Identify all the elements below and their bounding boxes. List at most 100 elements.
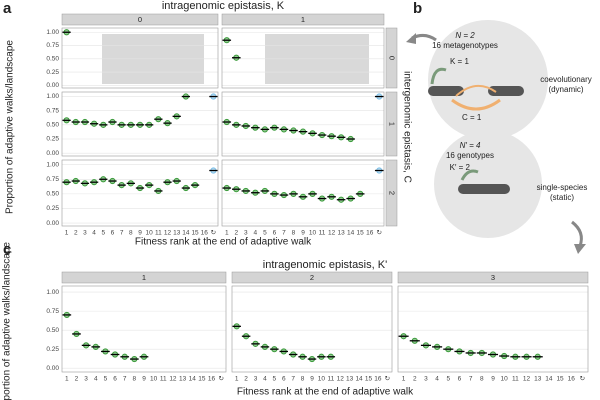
x-tick-label: 3 [83, 230, 87, 237]
y-tick-label: 1.00 [46, 289, 59, 296]
facet-frame [221, 91, 385, 157]
y-tick-label: 0.75 [46, 308, 59, 315]
y-tick-label: 0.25 [46, 346, 59, 353]
strip-label: 1 [301, 15, 305, 24]
x-tick-label: 8 [133, 376, 137, 383]
x-tick-label: 9 [138, 230, 142, 237]
x-tick-label: 8 [292, 230, 296, 237]
arrow [571, 220, 583, 247]
strip-label: 2 [310, 273, 314, 282]
arrow-head [574, 244, 586, 254]
x-tick-label: 4 [254, 230, 258, 237]
facet-frame [61, 159, 219, 227]
x-tick-label: ↻ [385, 376, 390, 383]
x-tick-label: 14 [347, 230, 355, 237]
x-tick-label: 13 [338, 230, 346, 237]
x-tick-label: 12 [337, 376, 345, 383]
x-tick-label: ↻ [580, 376, 585, 383]
strip-label: 1 [142, 273, 146, 282]
facet-frame [231, 285, 393, 373]
y-tick-label: 0.25 [46, 136, 59, 143]
strip [231, 271, 393, 284]
y-tick-label: 0.50 [46, 191, 59, 198]
genome [488, 86, 524, 96]
x-tick-label: 11 [327, 376, 334, 383]
y-tick-label: 0.25 [46, 69, 59, 76]
x-tick-label: 5 [273, 376, 277, 383]
x-tick-label: 14 [189, 376, 197, 383]
x-tick-label: 4 [92, 230, 96, 237]
x-tick-label: 5 [101, 230, 105, 237]
x-tick-label: 9 [142, 376, 146, 383]
x-tick-label: ↻ [377, 230, 382, 237]
x-tick-label: 6 [273, 230, 277, 237]
y-tick-label: 0.25 [46, 205, 59, 212]
x-tick-label: ↻ [218, 376, 223, 383]
x-tick-label: 10 [146, 230, 154, 237]
facet-frame [221, 27, 385, 89]
x-tick-label: 16 [568, 376, 576, 383]
strip [385, 27, 398, 89]
c-arrow [451, 98, 501, 111]
x-tick-label: 11 [160, 376, 167, 383]
y-tick-label: 0.00 [46, 365, 59, 372]
x-tick-label: 3 [84, 376, 88, 383]
strip-label: 1 [388, 122, 397, 126]
x-tick-label: 2 [234, 230, 238, 237]
strip [61, 13, 219, 26]
x-tick-label: 2 [74, 230, 78, 237]
strip-label: 0 [388, 56, 397, 60]
x-tick-label: 15 [198, 376, 206, 383]
facet-frame [61, 27, 219, 89]
x-tick-label: 3 [254, 376, 258, 383]
loop-arrow [430, 67, 447, 85]
diagram-text: C = 1 [462, 113, 482, 122]
y-tick-label: 0.00 [46, 150, 59, 157]
panel-label: b [413, 0, 422, 17]
x-tick-label: 16 [374, 376, 382, 383]
y-tick-label: 0.00 [46, 82, 59, 89]
x-tick-label: 4 [94, 376, 98, 383]
x-tick-label: 10 [150, 376, 158, 383]
panel-label: c [3, 241, 11, 258]
facet-frame [221, 159, 385, 227]
strip [385, 159, 398, 227]
x-tick-label: 2 [413, 376, 417, 383]
y-axis-label: Proportion of adaptive walks/landscape [2, 242, 13, 400]
loop-arrow [460, 169, 479, 181]
x-tick-label: 11 [319, 230, 326, 237]
x-tick-label: 7 [469, 376, 473, 383]
facet-frame [61, 285, 227, 373]
diagram-text: single-species [537, 183, 588, 192]
genome [458, 184, 510, 194]
c-arrow [455, 85, 497, 97]
strip [221, 13, 385, 26]
y-tick-label: 1.00 [46, 29, 59, 36]
x-tick-label: 11 [512, 376, 519, 383]
diagram-text: 16 metagenotypes [432, 41, 498, 50]
row-title: intergenomic epistasis, C [401, 71, 412, 183]
strip [61, 271, 227, 284]
diagram-text: (dynamic) [548, 85, 583, 94]
y-tick-label: 0.75 [46, 107, 59, 114]
x-tick-label: 7 [120, 230, 124, 237]
diagram-text: coevolutionary [540, 75, 592, 84]
x-tick-label: 13 [534, 376, 542, 383]
x-tick-label: 7 [123, 376, 127, 383]
x-tick-label: 16 [201, 230, 209, 237]
x-tick-label: 6 [113, 376, 117, 383]
x-tick-label: 16 [366, 230, 374, 237]
x-tick-label: 14 [355, 376, 363, 383]
x-tick-label: 14 [545, 376, 553, 383]
x-tick-label: 3 [424, 376, 428, 383]
diagram: N = 2 16 metagenotypes K = 1 C = 1 coevo… [406, 20, 592, 254]
genome [428, 86, 464, 96]
x-tick-label: 8 [480, 376, 484, 383]
x-tick-label: ↻ [211, 230, 216, 237]
x-tick-label: 6 [282, 376, 286, 383]
x-tick-label: 12 [328, 230, 336, 237]
x-tick-label: 13 [173, 230, 181, 237]
x-tick-label: 1 [65, 376, 69, 383]
arrow-head [406, 33, 416, 44]
